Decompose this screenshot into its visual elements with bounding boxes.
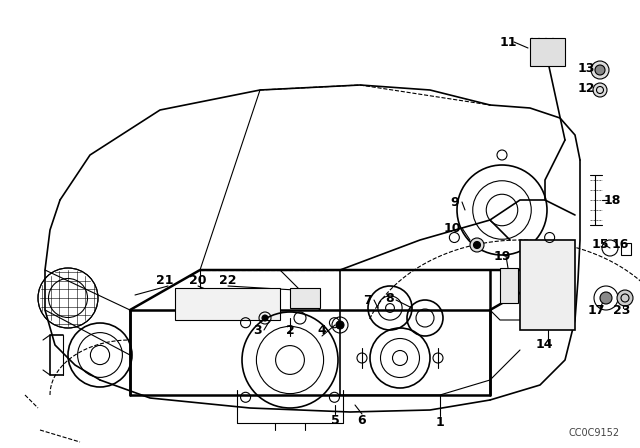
Circle shape xyxy=(470,238,484,252)
Text: 14: 14 xyxy=(535,337,553,350)
Text: 2: 2 xyxy=(285,323,294,336)
Text: 13: 13 xyxy=(577,61,595,74)
Circle shape xyxy=(336,321,344,329)
Circle shape xyxy=(600,292,612,304)
Text: 1: 1 xyxy=(436,415,444,428)
Text: 22: 22 xyxy=(220,273,237,287)
Bar xyxy=(520,240,575,330)
Circle shape xyxy=(593,83,607,97)
Text: 11: 11 xyxy=(499,35,516,48)
Text: 10: 10 xyxy=(444,221,461,234)
Text: 23: 23 xyxy=(613,303,630,316)
Circle shape xyxy=(262,315,268,321)
Text: 5: 5 xyxy=(331,414,339,426)
Text: 3: 3 xyxy=(253,323,262,336)
Text: CC0C9152: CC0C9152 xyxy=(569,428,620,438)
Circle shape xyxy=(591,61,609,79)
Bar xyxy=(621,243,631,255)
Bar xyxy=(500,268,518,303)
Bar xyxy=(290,288,320,308)
Circle shape xyxy=(595,65,605,75)
Text: 19: 19 xyxy=(493,250,511,263)
Text: 12: 12 xyxy=(577,82,595,95)
Circle shape xyxy=(617,290,633,306)
Text: 17: 17 xyxy=(588,303,605,316)
Text: 16: 16 xyxy=(611,237,628,250)
Text: 20: 20 xyxy=(189,273,207,287)
Text: 7: 7 xyxy=(364,293,372,306)
Bar xyxy=(530,38,565,66)
Text: 6: 6 xyxy=(358,414,366,426)
Text: 8: 8 xyxy=(386,292,394,305)
Text: 18: 18 xyxy=(604,194,621,207)
Text: 21: 21 xyxy=(156,273,173,287)
Text: 15: 15 xyxy=(591,237,609,250)
Bar xyxy=(175,288,280,320)
Text: 9: 9 xyxy=(451,195,460,208)
Circle shape xyxy=(474,241,481,249)
Text: 4: 4 xyxy=(317,323,326,336)
